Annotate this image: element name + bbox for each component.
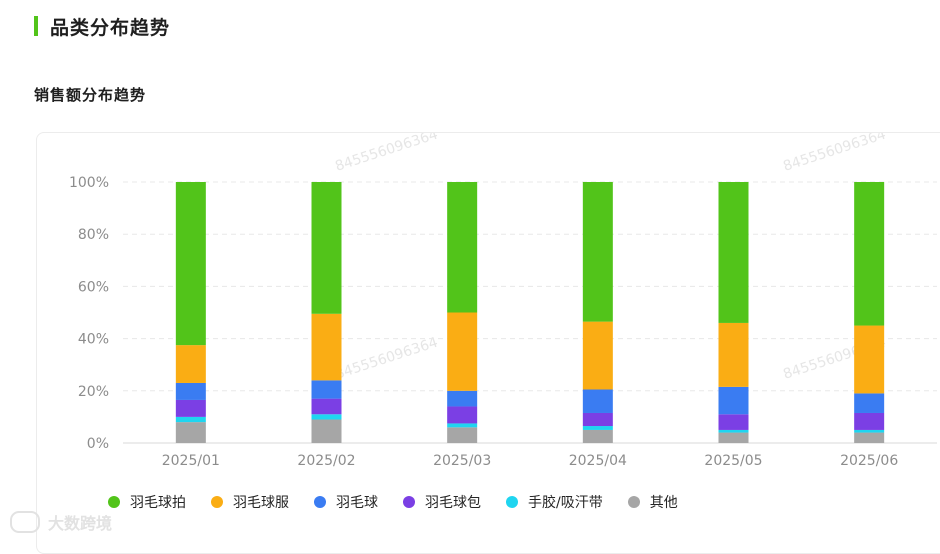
bar-segment [718, 414, 749, 430]
bar-segment [311, 182, 342, 314]
bar-segment [582, 182, 613, 322]
x-tick-label: 2025/04 [569, 453, 627, 469]
bar-segment [311, 419, 342, 443]
y-tick-label: 20% [78, 384, 109, 400]
legend-item[interactable]: 羽毛球 [314, 492, 378, 512]
bar-segment [175, 416, 206, 423]
bar-segment [582, 321, 613, 390]
watermark-text: 845556096364 [333, 335, 440, 383]
bar-segment [854, 393, 885, 413]
bar-segment [854, 182, 885, 326]
y-tick-label: 100% [69, 175, 109, 191]
bar-segment [447, 423, 478, 428]
legend-item[interactable]: 其他 [627, 492, 678, 512]
legend-item[interactable]: 羽毛球包 [403, 492, 481, 512]
bar-segment [447, 182, 478, 313]
bar-segment [311, 414, 342, 420]
chart-legend: 羽毛球拍 羽毛球服 羽毛球 羽毛球包 手胶/吸汗带 其他 [108, 492, 703, 512]
brand-text: 大数跨境 [48, 514, 113, 533]
bar-segment [311, 313, 342, 381]
x-tick-label: 2025/05 [704, 453, 762, 469]
bar-segment [854, 412, 885, 430]
bar-segment [582, 389, 613, 413]
bar-segment [175, 399, 206, 417]
legend-dot-icon [627, 496, 640, 508]
legend-label: 手胶/吸汗带 [528, 495, 603, 511]
bar-segment [582, 412, 613, 427]
bar-segment [311, 380, 342, 399]
bar-segment [447, 406, 478, 424]
legend-dot-icon [403, 496, 415, 508]
legend-item[interactable]: 手胶/吸汗带 [506, 492, 603, 512]
legend-dot-icon [108, 496, 120, 508]
x-tick-label: 2025/02 [297, 453, 355, 469]
x-tick-label: 2025/06 [840, 453, 898, 469]
legend-label: 其他 [649, 495, 678, 511]
bar-segment [447, 427, 478, 443]
watermark-text: 845556096364 [781, 133, 888, 175]
bar-segment [447, 390, 478, 407]
bar-segment [175, 422, 206, 443]
bar-segment [718, 386, 749, 415]
bar-segment [582, 429, 613, 443]
y-tick-label: 60% [78, 279, 109, 295]
legend-label: 羽毛球服 [233, 495, 289, 511]
section-title: 品类分布趋势 [50, 16, 171, 39]
bar-segment [854, 429, 885, 433]
chart-title: 销售额分布趋势 [34, 86, 147, 104]
legend-label: 羽毛球拍 [130, 495, 186, 511]
bar-segment [718, 429, 749, 433]
x-tick-label: 2025/01 [162, 453, 220, 469]
y-tick-label: 0% [87, 436, 109, 452]
bar-segment [582, 426, 613, 430]
bar-segment [175, 182, 206, 346]
legend-dot-icon [211, 496, 223, 508]
legend-dot-icon [314, 496, 326, 508]
y-tick-label: 40% [78, 332, 109, 348]
bar-segment [854, 325, 885, 394]
chart-card: 845556096364 845556096364 845556096364 8455… [36, 132, 940, 554]
legend-item[interactable]: 羽毛球服 [211, 492, 289, 512]
legend-dot-icon [506, 496, 518, 508]
bar-segment [175, 345, 206, 383]
section-header: 品类分布趋势 [34, 12, 170, 40]
brand-watermark: 大数跨境 [10, 510, 112, 534]
bar-segment [447, 312, 478, 391]
legend-label: 羽毛球 [336, 495, 378, 511]
section-accent-bar [34, 16, 38, 36]
bar-segment [175, 382, 206, 400]
y-tick-label: 80% [78, 227, 109, 243]
watermark-text: 845556096364 [333, 133, 440, 175]
bar-segment [718, 432, 749, 443]
bar-segment [311, 398, 342, 415]
brand-logo-icon [10, 511, 40, 533]
bar-segment [718, 182, 749, 323]
legend-label: 羽毛球包 [425, 495, 481, 511]
x-tick-label: 2025/03 [433, 453, 491, 469]
legend-item[interactable]: 羽毛球拍 [108, 492, 186, 512]
bar-segment [854, 432, 885, 443]
bar-segment [718, 322, 749, 387]
